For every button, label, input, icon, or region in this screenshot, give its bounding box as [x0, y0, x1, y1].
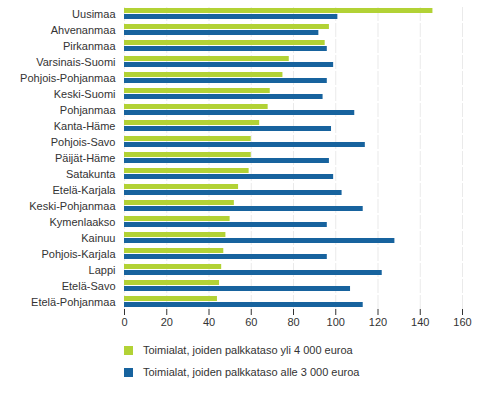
- svg-text:Pohjois-Karjala: Pohjois-Karjala: [42, 248, 117, 260]
- html-text:Toimialat, joiden palkkataso a: Toimialat, joiden palkkataso alle 3 000 …: [143, 366, 360, 378]
- svg-text:Kymenlaakso: Kymenlaakso: [49, 216, 115, 228]
- svg-text:Keski-Suomi: Keski-Suomi: [54, 88, 116, 100]
- svg-text:Pirkanmaa: Pirkanmaa: [63, 40, 116, 52]
- svg-text:Lappi: Lappi: [89, 264, 116, 276]
- svg-text:Uusimaa: Uusimaa: [72, 8, 116, 20]
- svg-text:120: 120: [369, 316, 387, 328]
- svg-text:Kanta-Häme: Kanta-Häme: [54, 120, 116, 132]
- svg-text:0: 0: [121, 316, 127, 328]
- svg-text:Keski-Pohjanmaa: Keski-Pohjanmaa: [29, 200, 116, 212]
- svg-text:Varsinais-Suomi: Varsinais-Suomi: [36, 56, 115, 68]
- svg-text:Pohjois-Savo: Pohjois-Savo: [51, 136, 116, 148]
- svg-text:40: 40: [203, 316, 215, 328]
- svg-text:80: 80: [287, 316, 299, 328]
- svg-text:Pohjanmaa: Pohjanmaa: [60, 104, 117, 116]
- svg-text:Päijät-Häme: Päijät-Häme: [55, 152, 116, 164]
- svg-text:100: 100: [327, 316, 345, 328]
- svg-text:Etelä-Karjala: Etelä-Karjala: [53, 184, 117, 196]
- svg-text:60: 60: [245, 316, 257, 328]
- svg-text:20: 20: [161, 316, 173, 328]
- svg-text:140: 140: [411, 316, 429, 328]
- html-text:Toimialat, joiden palkkataso y: Toimialat, joiden palkkataso yli 4 000 e…: [143, 344, 353, 356]
- svg-text:Satakunta: Satakunta: [66, 168, 116, 180]
- svg-text:Kainuu: Kainuu: [81, 232, 115, 244]
- svg-text:Etelä-Pohjanmaa: Etelä-Pohjanmaa: [31, 296, 116, 308]
- svg-text:160: 160: [453, 316, 471, 328]
- svg-text:Ahvenanmaa: Ahvenanmaa: [51, 24, 117, 36]
- svg-text:Etelä-Savo: Etelä-Savo: [62, 280, 116, 292]
- svg-text:Pohjois-Pohjanmaa: Pohjois-Pohjanmaa: [20, 72, 116, 84]
